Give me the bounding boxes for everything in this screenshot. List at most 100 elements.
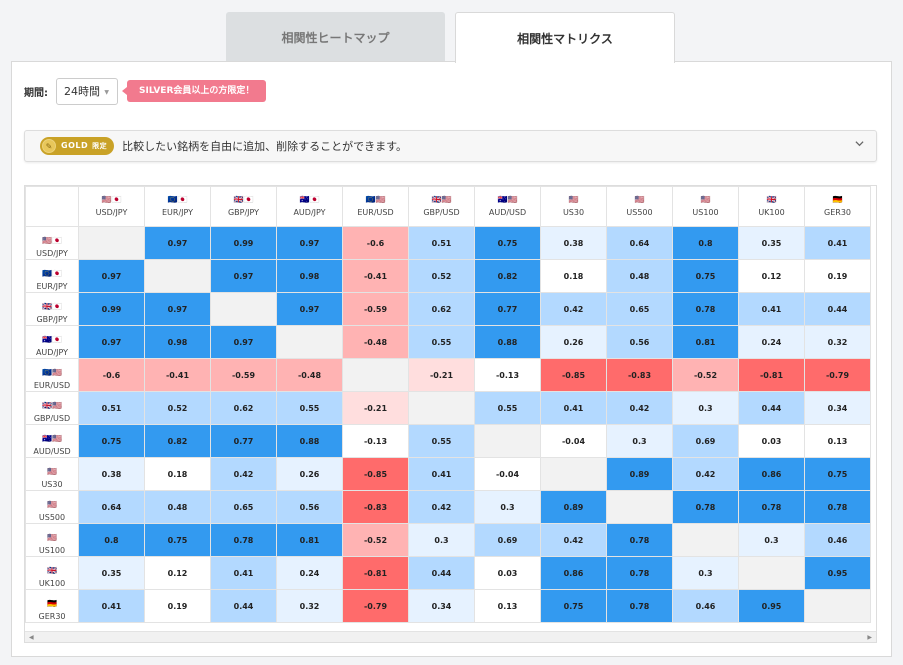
flag-icon: 🇩🇪 — [832, 195, 843, 204]
row-symbol-label: AUD/USD — [33, 447, 71, 456]
matrix-cell: 0.97 — [210, 325, 277, 359]
column-symbol-label: GER30 — [824, 208, 851, 217]
matrix-cell: 0.19 — [804, 259, 871, 293]
matrix-cell: 0.26 — [276, 457, 343, 491]
matrix-cell: 0.78 — [606, 556, 673, 590]
column-symbol-label: USD/JPY — [95, 208, 128, 217]
matrix-cell: 0.32 — [276, 589, 343, 623]
matrix-cell: 0.78 — [210, 523, 277, 557]
column-symbol-label: UK100 — [758, 208, 785, 217]
matrix-cell: 0.75 — [672, 259, 739, 293]
matrix-cell: 0.3 — [474, 490, 541, 524]
matrix-cell: 0.18 — [540, 259, 607, 293]
row-symbol-label: GBP/USD — [33, 414, 71, 423]
matrix-cell: 0.78 — [738, 490, 805, 524]
gold-badge-label: GOLD — [61, 141, 89, 150]
matrix-panel: 期間: 24時間 ▼ SILVER会員以上の方限定！ ✎ GOLD 限定 比較した… — [11, 61, 892, 657]
row-symbol-label: GBP/JPY — [36, 315, 68, 324]
matrix-cell: 0.77 — [474, 292, 541, 326]
matrix-cell-diagonal — [804, 589, 871, 623]
matrix-cell: 0.77 — [210, 424, 277, 458]
table-row: 🇺🇸 US500 0.64 0.48 0.65 0.56 -0.83 0.42 0.3 0.89 0… — [25, 490, 871, 524]
gold-coin-icon: ✎ — [42, 139, 56, 153]
row-symbol-label: UK100 — [38, 579, 66, 588]
scroll-right-icon[interactable]: ▶ — [867, 634, 872, 641]
scroll-left-icon[interactable]: ◀ — [29, 634, 34, 641]
caret-down-icon: ▼ — [104, 88, 109, 96]
row-header: 🇦🇺🇯🇵 AUD/JPY — [25, 325, 79, 359]
table-row: 🇦🇺🇯🇵 AUD/JPY 0.97 0.98 0.97 -0.48 0.55 0.88 0.26… — [25, 325, 871, 359]
matrix-corner — [25, 186, 79, 227]
matrix-cell: 0.44 — [804, 292, 871, 326]
matrix-cell-diagonal — [672, 523, 739, 557]
matrix-cell: 0.65 — [210, 490, 277, 524]
matrix-cell: 0.24 — [738, 325, 805, 359]
flag-icon: 🇺🇸 — [47, 500, 57, 509]
matrix-cell: 0.03 — [738, 424, 805, 458]
matrix-cell: 0.97 — [276, 292, 343, 326]
matrix-cell-diagonal — [474, 424, 541, 458]
matrix-cell: 0.89 — [606, 457, 673, 491]
period-select[interactable]: 24時間 ▼ — [56, 77, 118, 105]
tab-heatmap[interactable]: 相関性ヒートマップ — [226, 12, 445, 62]
matrix-cell: 0.51 — [408, 226, 475, 260]
table-row: 🇪🇺🇯🇵 EUR/JPY 0.97 0.97 0.98 -0.41 0.52 0.82 0.18… — [25, 259, 871, 293]
matrix-cell: 0.98 — [144, 325, 211, 359]
period-selected-value: 24時間 — [64, 85, 100, 98]
flag-icon: 🇪🇺🇺🇸 — [365, 195, 386, 204]
matrix-cell: -0.79 — [342, 589, 409, 623]
matrix-cell: 0.95 — [738, 589, 805, 623]
matrix-cell: -0.41 — [342, 259, 409, 293]
matrix-cell: 0.26 — [540, 325, 607, 359]
matrix-cell: -0.59 — [210, 358, 277, 392]
row-symbol-label: US30 — [41, 480, 63, 489]
matrix-cell: 0.8 — [78, 523, 145, 557]
matrix-cell: 0.42 — [540, 523, 607, 557]
matrix-cell: 0.78 — [606, 523, 673, 557]
matrix-cell: 0.41 — [738, 292, 805, 326]
matrix-cell: 0.78 — [672, 490, 739, 524]
matrix-cell: -0.52 — [672, 358, 739, 392]
tab-matrix[interactable]: 相関性マトリクス — [455, 12, 675, 63]
matrix-cell: 0.78 — [804, 490, 871, 524]
row-header: 🇺🇸 US30 — [25, 457, 79, 491]
matrix-cell: 0.44 — [210, 589, 277, 623]
row-header: 🇩🇪 GER30 — [25, 589, 79, 623]
matrix-cell: 0.97 — [144, 292, 211, 326]
row-symbol-label: AUD/JPY — [35, 348, 69, 357]
matrix-cell: -0.21 — [408, 358, 475, 392]
column-header: 🇪🇺🇯🇵 EUR/JPY — [144, 186, 211, 227]
matrix-cell: 0.32 — [804, 325, 871, 359]
column-header: 🇺🇸 US500 — [606, 186, 673, 227]
gold-feature-bar[interactable]: ✎ GOLD 限定 比較したい銘柄を自由に追加、削除することができます。 — [24, 130, 877, 162]
matrix-cell: 0.34 — [408, 589, 475, 623]
matrix-cell: 0.69 — [672, 424, 739, 458]
period-label: 期間: — [24, 87, 48, 99]
row-header: 🇦🇺🇺🇸 AUD/USD — [25, 424, 79, 458]
matrix-cell: 0.42 — [606, 391, 673, 425]
row-symbol-label: EUR/JPY — [36, 282, 68, 291]
matrix-cell: -0.04 — [540, 424, 607, 458]
flag-icon: 🇺🇸 — [634, 195, 645, 204]
column-header: 🇪🇺🇺🇸 EUR/USD — [342, 186, 409, 227]
matrix-cell: 0.12 — [144, 556, 211, 590]
matrix-cell: 0.97 — [78, 325, 145, 359]
flag-icon: 🇪🇺🇺🇸 — [42, 368, 62, 377]
flag-icon: 🇪🇺🇯🇵 — [167, 195, 188, 204]
chevron-down-icon[interactable] — [855, 139, 864, 148]
matrix-cell: 0.97 — [276, 226, 343, 260]
correlation-matrix: 🇺🇸🇯🇵 USD/JPY 🇪🇺🇯🇵 EUR/JPY 🇬🇧🇯🇵 GBP/JPY 🇦🇺🇯🇵 AUD… — [24, 185, 877, 643]
table-row: 🇺🇸 US100 0.8 0.75 0.78 0.81 -0.52 0.3 0.69 0.42 0.… — [25, 523, 871, 557]
column-header: 🇦🇺🇯🇵 AUD/JPY — [276, 186, 343, 227]
matrix-cell: 0.35 — [78, 556, 145, 590]
flag-icon: 🇦🇺🇺🇸 — [42, 434, 62, 443]
matrix-cell-diagonal — [276, 325, 343, 359]
matrix-cell: 0.55 — [408, 424, 475, 458]
matrix-cell: 0.03 — [474, 556, 541, 590]
row-header: 🇪🇺🇯🇵 EUR/JPY — [25, 259, 79, 293]
row-header: 🇺🇸🇯🇵 USD/JPY — [25, 226, 79, 260]
silver-notice-badge: SILVER会員以上の方限定！ — [121, 80, 267, 102]
horizontal-scrollbar[interactable]: ◀ ▶ — [25, 631, 876, 642]
flag-icon: 🇺🇸🇯🇵 — [42, 236, 62, 245]
flag-icon: 🇺🇸🇯🇵 — [101, 195, 122, 204]
